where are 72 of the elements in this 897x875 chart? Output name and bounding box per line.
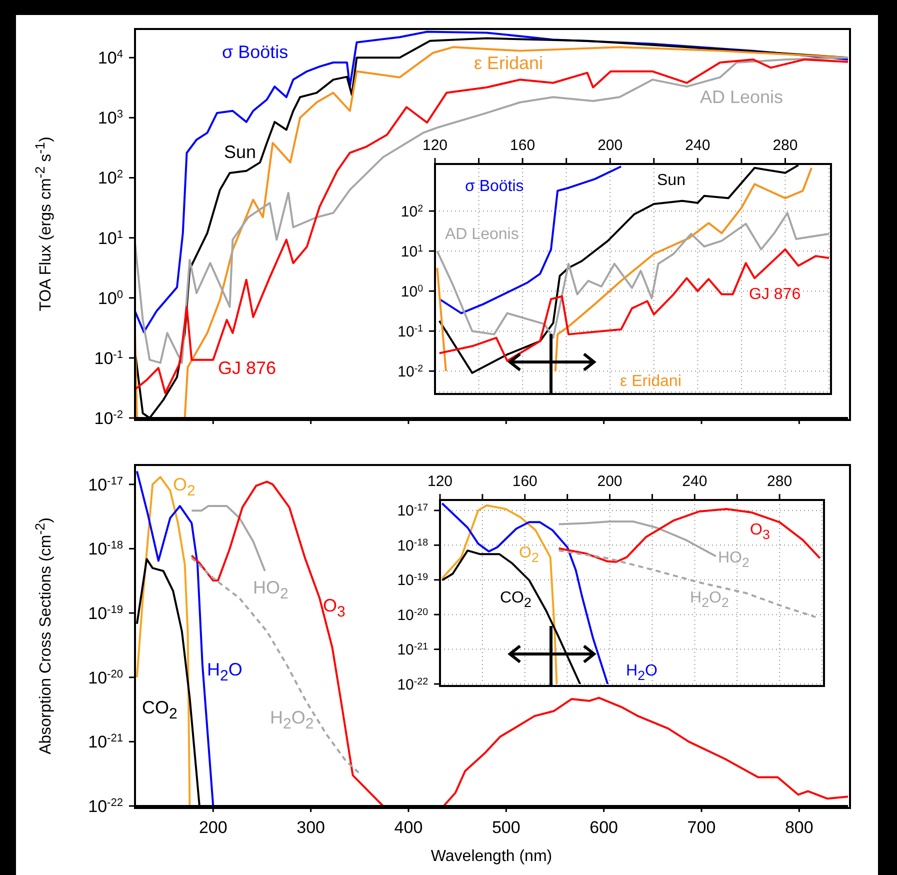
- x-tick-label: 800: [784, 818, 814, 837]
- x-tick-label: 120: [427, 473, 453, 490]
- series-label: O$_{2}$: [173, 474, 196, 500]
- line-series: [190, 556, 361, 775]
- line-series: [558, 520, 717, 558]
- x-tick-label: 240: [682, 473, 708, 490]
- x-tick-label: 240: [685, 137, 710, 154]
- x-tick-label: 120: [422, 137, 448, 154]
- series-label: GJ 876: [749, 286, 801, 303]
- y-tick-label: 10$^{3}$: [98, 108, 123, 128]
- series-label: CO$_{2}$: [142, 698, 178, 722]
- y-tick-label: 10$^{-18}$: [397, 536, 428, 554]
- series-label: CO$_{2}$: [500, 590, 532, 610]
- series-label: Sun: [224, 142, 256, 162]
- series-label: H$_{2}$O: [626, 662, 658, 683]
- line-series: [190, 505, 266, 572]
- x-tick-label: 300: [296, 818, 325, 837]
- y-tick-label: 10$^{-20}$: [88, 668, 123, 688]
- y-tick-label: 10$^{1}$: [98, 228, 123, 248]
- y-tick-label: 10$^{1}$: [400, 242, 423, 260]
- y-tick-label: 10$^{-21}$: [88, 732, 123, 752]
- x-tick-label: 200: [597, 473, 622, 490]
- y-tick-label: 10$^{2}$: [98, 168, 123, 188]
- y-tick-label: 10$^{-22}$: [88, 796, 123, 816]
- series-label: O$_{3}$: [750, 522, 770, 542]
- series-label: HO$_{2}$: [718, 550, 750, 570]
- y-tick-label: 10$^{-1}$: [398, 322, 423, 340]
- x-tick-label: 200: [198, 818, 228, 837]
- y-tick-label: 10$^{0}$: [400, 282, 424, 300]
- y-tick-label: 10$^{-21}$: [397, 641, 428, 659]
- series-label: H$_{2}$O$_{2}$: [270, 708, 314, 732]
- y-tick-label: 10$^{-18}$: [88, 540, 123, 559]
- y-tick-label: 10$^{-2}$: [94, 408, 123, 428]
- series-label: AD Leonis: [445, 226, 519, 243]
- y-tick-label: 10$^{-20}$: [397, 606, 429, 624]
- series-label: GJ 876: [218, 358, 276, 378]
- x-tick-label: 280: [767, 473, 792, 490]
- x-tick-label: 160: [510, 137, 536, 154]
- x-tick-label: 280: [772, 137, 798, 154]
- x-tick-label: 700: [687, 818, 716, 837]
- x-tick-label: 160: [512, 473, 538, 490]
- series-label: O$_{2}$: [519, 544, 539, 565]
- line-series: [438, 248, 829, 362]
- y-tick-label: 10$^{0}$: [98, 288, 123, 308]
- x-tick-label: 600: [590, 818, 618, 837]
- y-tick-label: 10$^{-2}$: [398, 362, 423, 380]
- y-tick-label: 10$^{-19}$: [397, 572, 428, 590]
- y-tick-label: 10$^{2}$: [400, 202, 423, 220]
- series-label: H$_{2}$O$_{2}$: [690, 590, 729, 610]
- y-tick-label: 10$^{-19}$: [88, 604, 123, 623]
- y-tick-label: 10$^{-17}$: [397, 502, 428, 520]
- line-series: [558, 550, 817, 618]
- line-series: [438, 165, 622, 314]
- x-axis-title: Wavelength (nm): [430, 848, 552, 866]
- series-label: AD Leonis: [700, 87, 784, 107]
- x-tick-label: 500: [492, 818, 520, 837]
- text: ε Eridani: [620, 373, 682, 390]
- text: σ Boötis: [465, 178, 524, 195]
- line-series: [441, 504, 558, 684]
- series-label: H$_{2}$O: [207, 660, 242, 684]
- series-label: Sun: [657, 172, 686, 189]
- y-tick-label: 10$^{-22}$: [397, 676, 428, 694]
- y-tick-label: 10$^{-1}$: [94, 348, 123, 368]
- x-tick-label: 200: [598, 137, 623, 154]
- line-series: [436, 212, 829, 339]
- series-label: σ Boötis: [222, 42, 288, 62]
- series-label: ε Eridani: [474, 53, 544, 73]
- y-tick-label: 10$^{4}$: [98, 48, 123, 68]
- x-tick-label: 400: [394, 818, 423, 837]
- series-label: HO$_{2}$: [253, 578, 288, 602]
- y-tick-label: 10$^{-17}$: [88, 475, 123, 494]
- series-label: O$_{3}$: [323, 596, 346, 620]
